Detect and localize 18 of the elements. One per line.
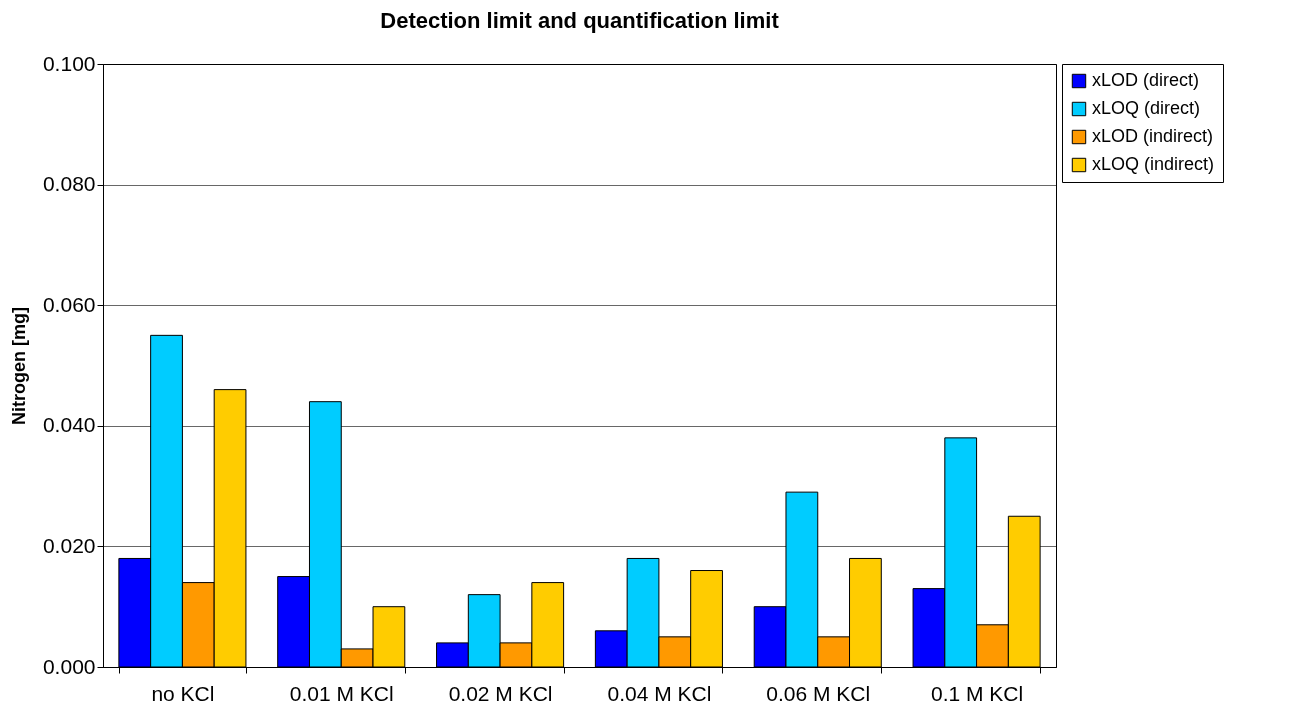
y-axis-title: Nitrogen [mg] xyxy=(8,307,29,425)
x-tick-label: 0.04 M KCl xyxy=(607,681,712,705)
chart-title: Detection limit and quantification limit xyxy=(380,8,780,33)
x-tick-label: 0.02 M KCl xyxy=(448,681,553,705)
y-tick-label: 0.080 xyxy=(42,172,96,196)
legend-label: xLOQ (indirect) xyxy=(1092,154,1215,174)
y-tick-label: 0.000 xyxy=(42,654,96,678)
y-tick-label: 0.020 xyxy=(42,533,96,557)
x-tick-label: no KCl xyxy=(151,681,215,705)
y-tick-label: 0.060 xyxy=(42,292,96,316)
y-tick-label: 0.040 xyxy=(42,413,96,437)
x-tick-label: 0.01 M KCl xyxy=(289,681,394,705)
x-tick-label: 0.1 M KCl xyxy=(930,681,1024,705)
x-tick-label: 0.06 M KCl xyxy=(766,681,871,705)
legend-label: xLOQ (direct) xyxy=(1092,98,1201,118)
y-tick-label: 0.100 xyxy=(42,51,96,75)
legend-label: xLOD (direct) xyxy=(1092,70,1200,90)
legend-label: xLOD (indirect) xyxy=(1092,126,1214,146)
